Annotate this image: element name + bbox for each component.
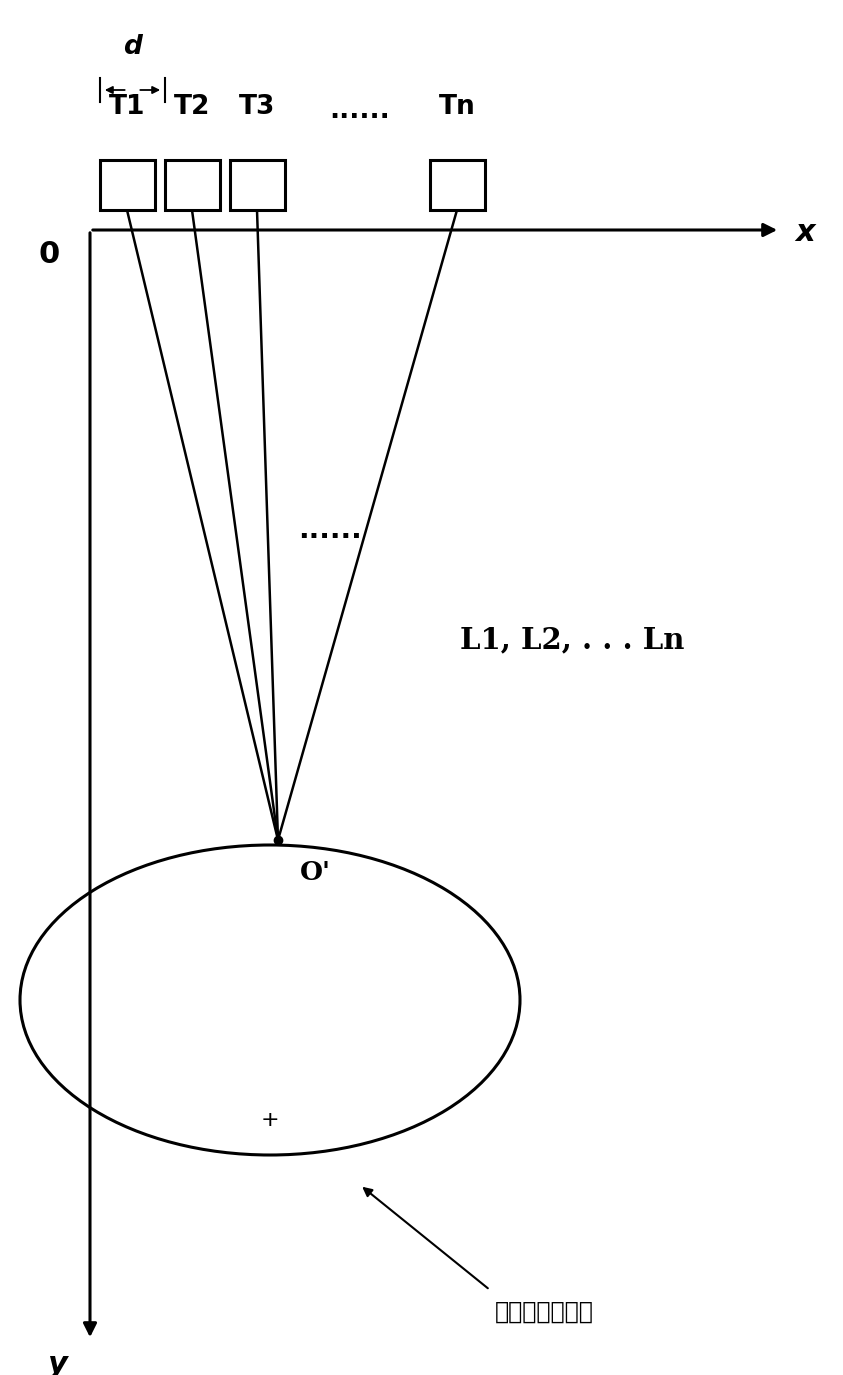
Bar <box>100 160 155 210</box>
Bar <box>430 160 485 210</box>
Text: L1, L2, . . . Ln: L1, L2, . . . Ln <box>460 626 685 654</box>
Text: 管道径向横截面: 管道径向横截面 <box>495 1299 593 1324</box>
Text: y: y <box>48 1350 68 1375</box>
Text: 0: 0 <box>39 241 60 270</box>
Bar <box>165 160 220 210</box>
Text: T3: T3 <box>239 94 275 120</box>
Text: ......: ...... <box>330 98 390 124</box>
Text: Tn: Tn <box>438 94 475 120</box>
Bar <box>230 160 285 210</box>
Text: d: d <box>122 34 142 60</box>
Text: ......: ...... <box>298 516 362 544</box>
Text: O': O' <box>300 859 331 886</box>
Text: T2: T2 <box>174 94 210 120</box>
Text: T1: T1 <box>109 94 145 120</box>
Text: x: x <box>795 219 814 248</box>
Text: +: + <box>260 1110 279 1130</box>
